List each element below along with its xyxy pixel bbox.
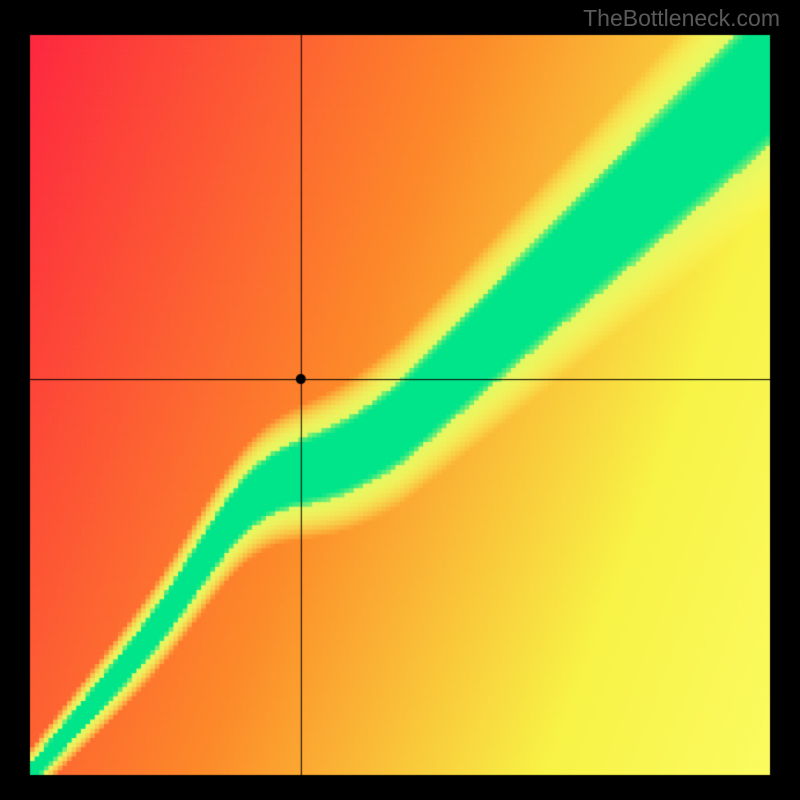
bottleneck-heatmap [0,0,800,800]
watermark-text: TheBottleneck.com [583,5,780,32]
